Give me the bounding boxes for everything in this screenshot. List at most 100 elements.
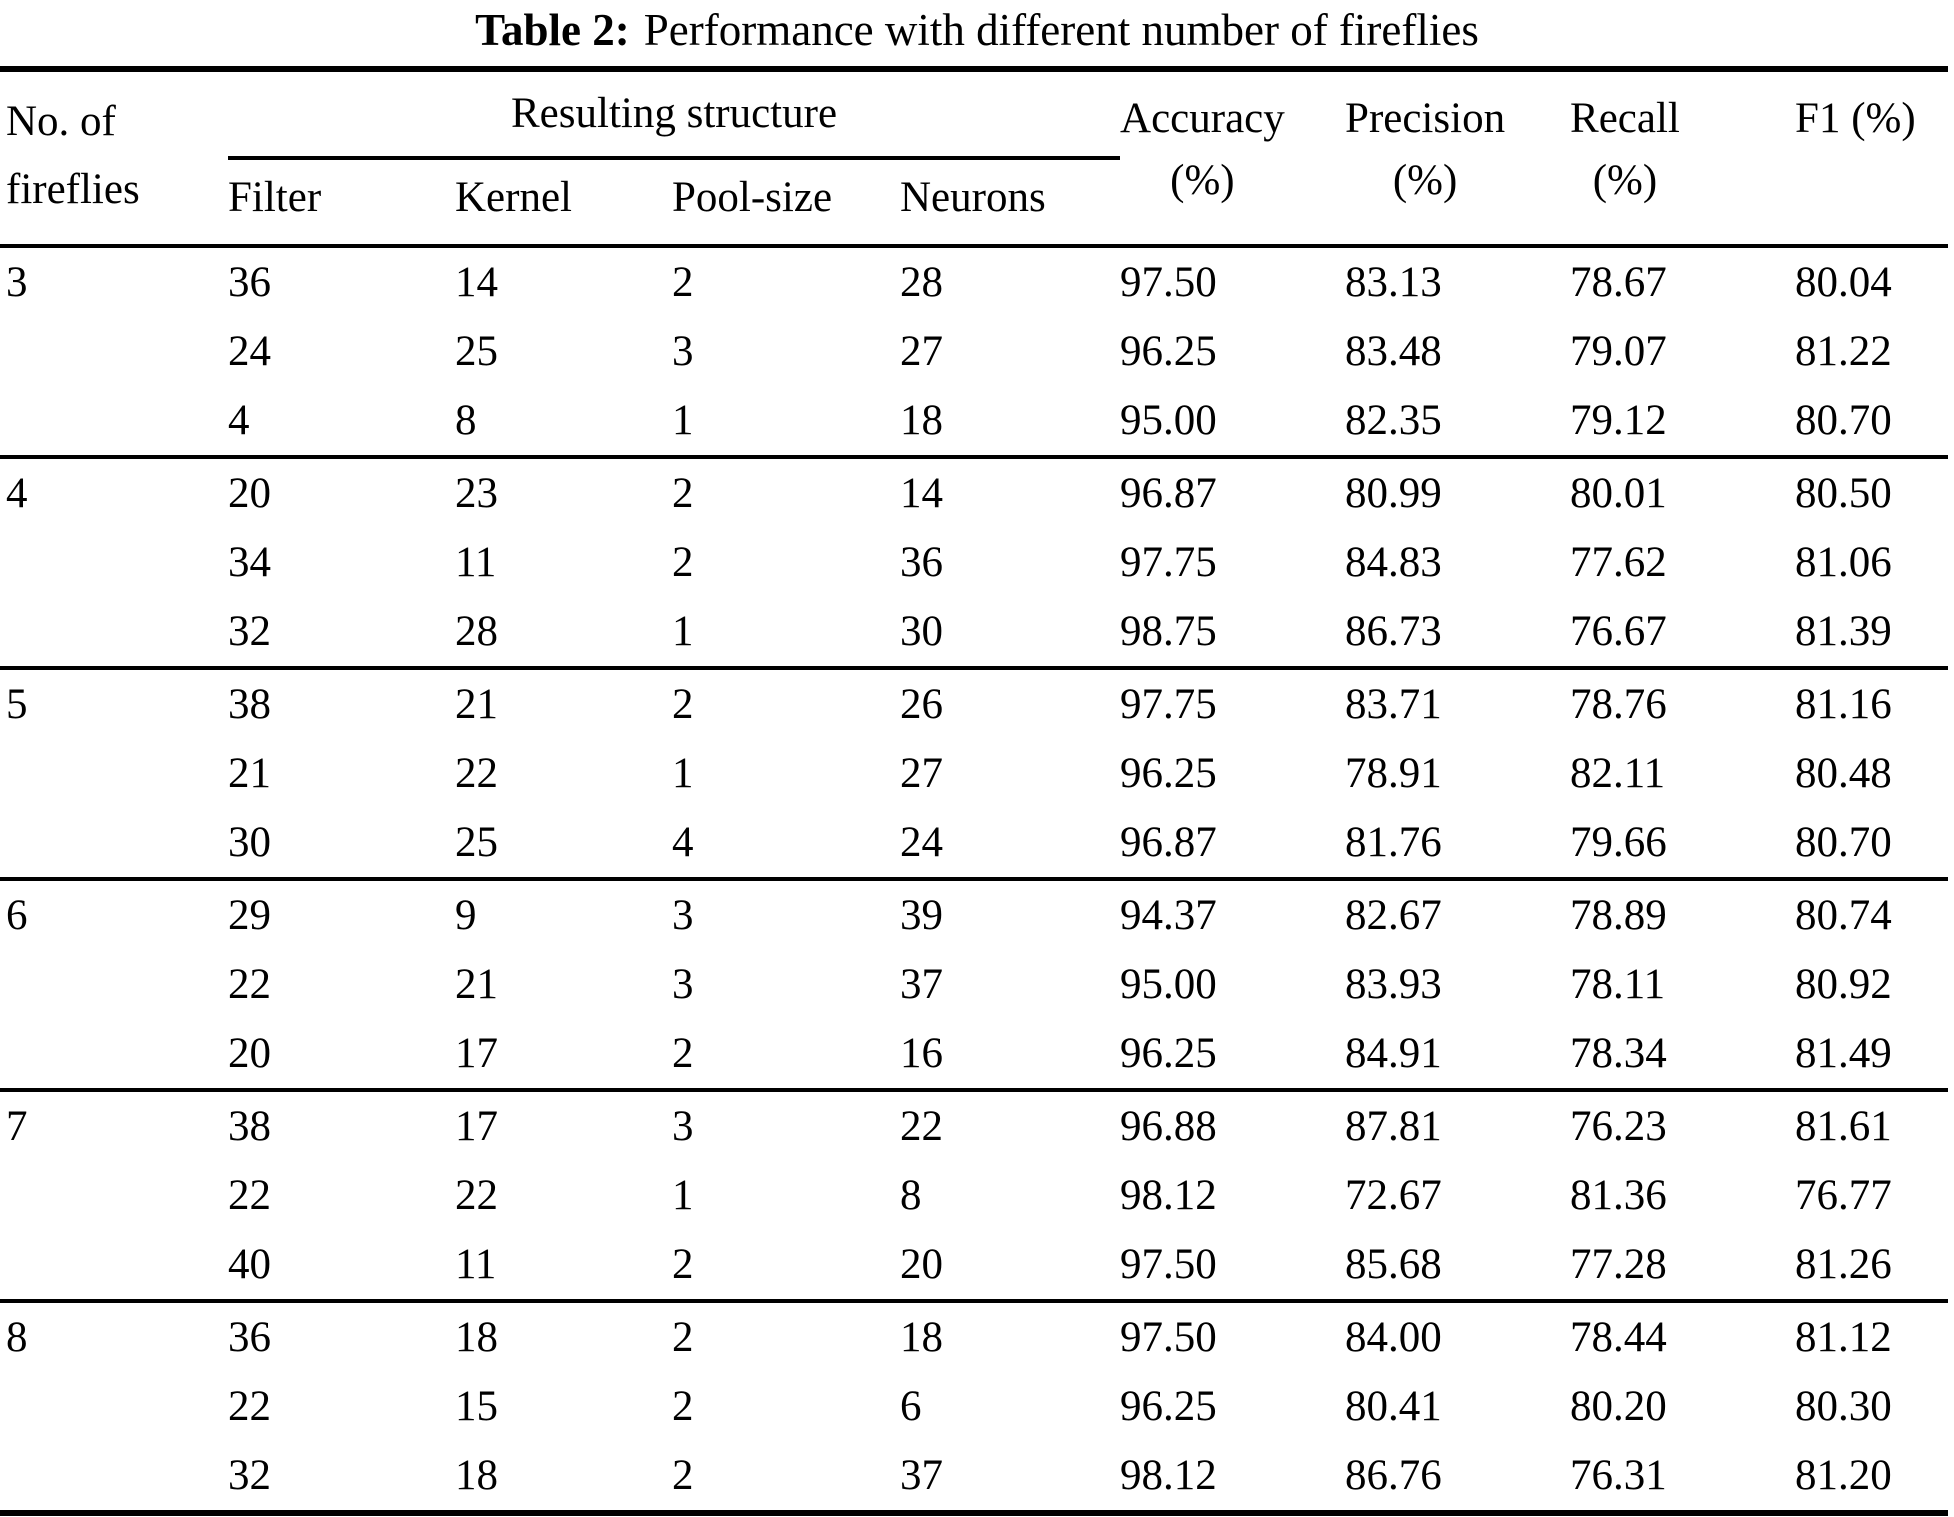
filter-cell: 32 (228, 1452, 271, 1499)
firefly-group-8: 8 36 18 2 18 97.50 84.00 78.44 81.12 22 15 2 6 96.25 8… (0, 1301, 1948, 1513)
precision-cell: 83.48 (1345, 328, 1442, 375)
filter-cell: 20 (228, 470, 271, 517)
kernel-cell: 21 (455, 681, 498, 728)
recall-cell: 78.11 (1570, 961, 1666, 1008)
table-row: 40 11 2 20 97.50 85.68 77.28 81.26 (0, 1230, 1948, 1301)
kernel-cell: 22 (455, 1172, 498, 1219)
pool-size-cell: 2 (672, 539, 694, 586)
column-header-accuracy-line1: Accuracy (1120, 95, 1285, 142)
column-header-precision-line1: Precision (1345, 95, 1506, 142)
column-header-fireflies-line2: fireflies (6, 166, 140, 213)
table-row: 4 8 1 18 95.00 82.35 79.12 80.70 (0, 386, 1948, 457)
filter-cell: 22 (228, 1172, 271, 1219)
accuracy-cell: 96.25 (1120, 750, 1217, 797)
filter-cell: 24 (228, 328, 271, 375)
column-header-recall-line1: Recall (1570, 95, 1680, 142)
table-row: 32 28 1 30 98.75 86.73 76.67 81.39 (0, 597, 1948, 668)
accuracy-cell: 97.75 (1120, 539, 1217, 586)
pool-size-cell: 2 (672, 1241, 694, 1288)
fireflies-count-cell (0, 808, 228, 879)
f1-cell: 81.26 (1795, 1241, 1892, 1288)
fireflies-count-cell (0, 1019, 228, 1090)
f1-cell: 80.70 (1795, 397, 1892, 444)
recall-cell: 80.01 (1570, 470, 1667, 517)
f1-cell: 80.30 (1795, 1383, 1892, 1430)
precision-cell: 83.13 (1345, 259, 1442, 306)
pool-size-cell: 1 (672, 750, 694, 797)
recall-cell: 78.44 (1570, 1314, 1667, 1361)
pool-size-cell: 2 (672, 1452, 694, 1499)
table-header: No. of fireflies Resulting structure Acc… (0, 69, 1949, 246)
f1-cell: 81.06 (1795, 539, 1892, 586)
neurons-cell: 26 (900, 681, 943, 728)
recall-cell: 77.28 (1570, 1241, 1667, 1288)
fireflies-count-cell (0, 1372, 228, 1441)
table-row: 21 22 1 27 96.25 78.91 82.11 80.48 (0, 739, 1948, 808)
precision-cell: 85.68 (1345, 1241, 1442, 1288)
neurons-cell: 36 (900, 539, 943, 586)
kernel-cell: 25 (455, 328, 498, 375)
f1-cell: 81.12 (1795, 1314, 1892, 1361)
filter-cell: 22 (228, 1383, 271, 1430)
precision-cell: 83.93 (1345, 961, 1442, 1008)
neurons-cell: 8 (900, 1172, 922, 1219)
pool-size-cell: 3 (672, 1103, 694, 1150)
table-row: 32 18 2 37 98.12 86.76 76.31 81.20 (0, 1441, 1948, 1513)
fireflies-count-cell: 3 (6, 259, 28, 306)
precision-cell: 84.00 (1345, 1314, 1442, 1361)
precision-cell: 78.91 (1345, 750, 1442, 797)
kernel-cell: 11 (455, 1241, 497, 1288)
accuracy-cell: 96.25 (1120, 1383, 1217, 1430)
pool-size-cell: 2 (672, 259, 694, 306)
table-row: 7 38 17 3 22 96.88 87.81 76.23 81.61 (0, 1090, 1948, 1161)
column-header-accuracy: Accuracy (%) (1120, 69, 1345, 246)
fireflies-count-cell (0, 597, 228, 668)
fireflies-count-cell (0, 739, 228, 808)
precision-cell: 84.91 (1345, 1030, 1442, 1077)
firefly-group-6: 6 29 9 3 39 94.37 82.67 78.89 80.74 22 21 3 37 95.00 8… (0, 879, 1949, 1090)
accuracy-cell: 96.87 (1120, 470, 1217, 517)
fireflies-count-cell: 7 (6, 1103, 28, 1150)
pool-size-cell: 4 (672, 819, 694, 866)
recall-cell: 79.07 (1570, 328, 1667, 375)
precision-cell: 80.99 (1345, 470, 1442, 517)
filter-cell: 22 (228, 961, 271, 1008)
filter-cell: 40 (228, 1241, 271, 1288)
kernel-cell: 11 (455, 539, 497, 586)
accuracy-cell: 95.00 (1120, 397, 1217, 444)
kernel-cell: 17 (455, 1103, 498, 1150)
filter-cell: 36 (228, 1314, 271, 1361)
fireflies-count-cell: 4 (6, 470, 28, 517)
column-header-pool-size: Pool-size (672, 174, 833, 221)
neurons-cell: 37 (900, 961, 943, 1008)
accuracy-cell: 97.75 (1120, 681, 1217, 728)
neurons-cell: 20 (900, 1241, 943, 1288)
accuracy-cell: 97.50 (1120, 1314, 1217, 1361)
precision-cell: 86.76 (1345, 1452, 1442, 1499)
f1-cell: 80.48 (1795, 750, 1892, 797)
firefly-group-4: 4 20 23 2 14 96.87 80.99 80.01 80.50 34 11 2 36 97.75… (0, 457, 1949, 668)
kernel-cell: 23 (455, 470, 498, 517)
page-title: Table 2: Performance with different numbe… (0, 0, 1954, 56)
table-row: 24 25 3 27 96.25 83.48 79.07 81.22 (0, 317, 1948, 386)
column-header-fireflies-line1: No. of (6, 98, 116, 145)
column-header-kernel: Kernel (455, 174, 572, 221)
fireflies-count-cell (0, 1161, 228, 1230)
neurons-cell: 30 (900, 608, 943, 655)
precision-cell: 80.41 (1345, 1383, 1442, 1430)
accuracy-cell: 97.50 (1120, 1241, 1217, 1288)
f1-cell: 81.20 (1795, 1452, 1892, 1499)
kernel-cell: 18 (455, 1452, 498, 1499)
recall-cell: 78.34 (1570, 1030, 1667, 1077)
kernel-cell: 18 (455, 1314, 498, 1361)
precision-cell: 82.35 (1345, 397, 1442, 444)
filter-cell: 38 (228, 1103, 271, 1150)
column-header-recall-line2: (%) (1592, 157, 1658, 204)
column-header-f1: F1 (%) (1795, 69, 1948, 246)
pool-size-cell: 1 (672, 397, 694, 444)
recall-cell: 76.23 (1570, 1103, 1667, 1150)
neurons-cell: 16 (900, 1030, 943, 1077)
fireflies-count-cell (0, 386, 228, 457)
recall-cell: 80.20 (1570, 1383, 1667, 1430)
